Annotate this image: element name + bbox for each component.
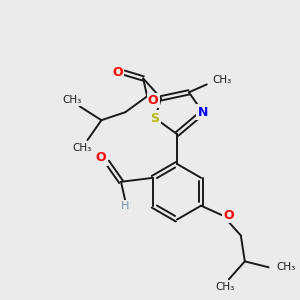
Text: H: H <box>121 201 129 211</box>
Text: CH₃: CH₃ <box>277 262 296 272</box>
Text: CH₃: CH₃ <box>213 75 232 85</box>
Text: O: O <box>112 66 123 79</box>
Text: O: O <box>224 209 234 222</box>
Text: N: N <box>198 106 208 119</box>
Text: CH₃: CH₃ <box>72 143 91 153</box>
Text: O: O <box>148 94 158 107</box>
Text: CH₃: CH₃ <box>215 282 235 292</box>
Text: S: S <box>151 112 160 125</box>
Text: CH₃: CH₃ <box>62 95 81 105</box>
Text: O: O <box>96 152 106 164</box>
